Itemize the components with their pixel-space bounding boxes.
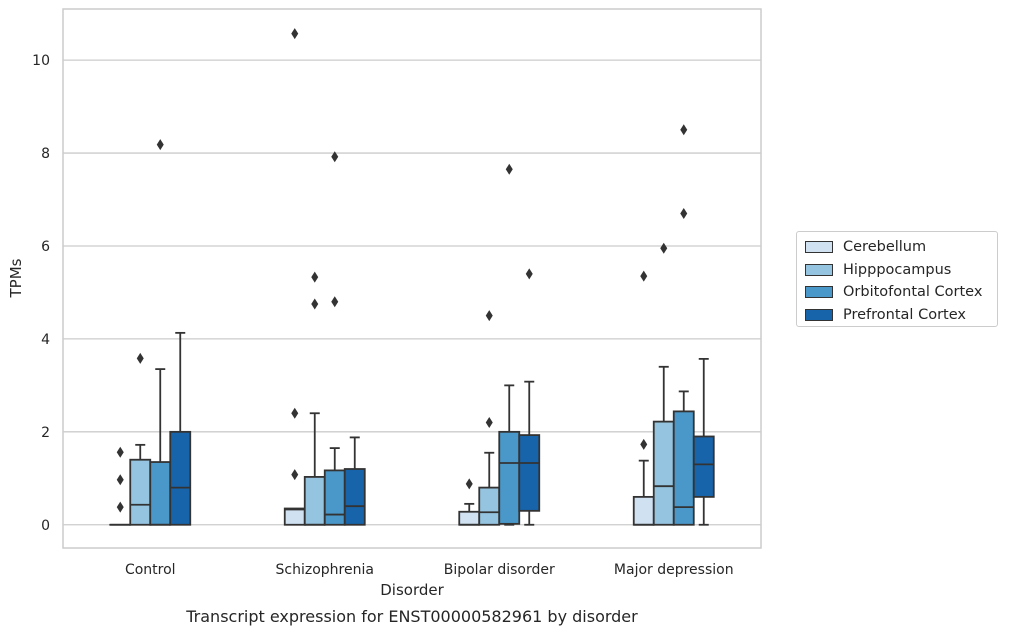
x-tick-label: Bipolar disorder — [444, 562, 555, 578]
box-plot — [129, 352, 152, 526]
iqr-box — [692, 435, 715, 498]
y-tick-label: 8 — [41, 146, 50, 162]
box-plot — [303, 271, 326, 526]
outlier-point — [505, 163, 513, 175]
iqr-box — [652, 420, 675, 526]
y-axis-label: TPMs — [7, 258, 25, 298]
legend-item: Orbitofontal Cortex — [805, 281, 991, 304]
outlier-point — [331, 296, 339, 308]
legend-item: Hipppocampus — [805, 259, 991, 282]
outlier-point — [660, 242, 668, 254]
outlier-point — [291, 28, 299, 40]
iqr-box — [169, 430, 192, 526]
box-plot — [343, 436, 366, 526]
y-tick-labels: 0 2 4 6 8 10 — [32, 53, 50, 534]
legend-label: Orbitofontal Cortex — [843, 284, 983, 301]
box-plot — [652, 242, 675, 526]
outlier-point — [291, 407, 299, 419]
chart-caption: Transcript expression for ENST0000058296… — [185, 607, 638, 626]
legend-swatch — [805, 286, 833, 299]
legend: Cerebellum Hipppocampus Orbitofontal Corte… — [796, 231, 998, 327]
box-plot — [692, 357, 715, 526]
box-plot — [323, 151, 346, 526]
iqr-box — [323, 469, 346, 526]
iqr-box — [478, 486, 501, 526]
box-plot — [632, 270, 655, 526]
outlier-point — [331, 151, 339, 163]
iqr-box — [129, 458, 152, 526]
y-tick-label: 0 — [41, 518, 50, 534]
iqr-box — [343, 468, 366, 526]
legend-item: Prefrontal Cortex — [805, 304, 991, 327]
iqr-box — [498, 430, 521, 525]
legend-label: Prefrontal Cortex — [843, 306, 966, 323]
legend-swatch — [805, 263, 833, 276]
x-tick-labels: Control Schizophrenia Bipolar disorder Majo… — [125, 562, 734, 578]
box-plot — [498, 163, 521, 526]
y-tick-label: 4 — [41, 332, 50, 348]
box-plot — [169, 331, 192, 526]
outlier-point — [485, 310, 493, 322]
iqr-box — [283, 507, 306, 526]
outlier-point — [311, 271, 319, 283]
outlier-point — [465, 478, 473, 490]
box-plot — [458, 478, 481, 526]
outlier-point — [136, 352, 144, 364]
legend-swatch — [805, 241, 833, 254]
iqr-box — [149, 461, 172, 526]
outlier-point — [311, 298, 319, 310]
outlier-point — [485, 417, 493, 429]
iqr-box — [632, 495, 655, 526]
outlier-point — [116, 474, 124, 486]
outlier-point — [640, 270, 648, 282]
outlier-point — [156, 139, 164, 151]
outlier-point — [116, 501, 124, 513]
legend-swatch — [805, 308, 833, 321]
box-plots — [109, 28, 715, 526]
y-tick-label: 2 — [41, 425, 50, 441]
x-tick-label: Major depression — [614, 562, 734, 578]
outlier-point — [525, 268, 533, 280]
legend-label: Hipppocampus — [843, 261, 952, 278]
box-plot — [518, 268, 541, 526]
y-tick-label: 6 — [41, 239, 50, 255]
outlier-point — [291, 469, 299, 481]
legend-item: Cerebellum — [805, 236, 991, 259]
y-tick-label: 10 — [32, 53, 50, 69]
outlier-point — [680, 207, 688, 219]
outlier-point — [640, 438, 648, 450]
box-plot — [149, 139, 172, 526]
outlier-point — [116, 446, 124, 458]
box-plot — [109, 446, 132, 526]
iqr-box — [458, 510, 481, 526]
legend-label: Cerebellum — [843, 239, 927, 256]
x-tick-label: Control — [125, 562, 176, 578]
x-tick-label: Schizophrenia — [276, 562, 374, 578]
x-axis-label: Disorder — [380, 581, 444, 599]
outlier-point — [680, 124, 688, 136]
iqr-box — [303, 476, 326, 526]
iqr-box — [518, 434, 541, 512]
